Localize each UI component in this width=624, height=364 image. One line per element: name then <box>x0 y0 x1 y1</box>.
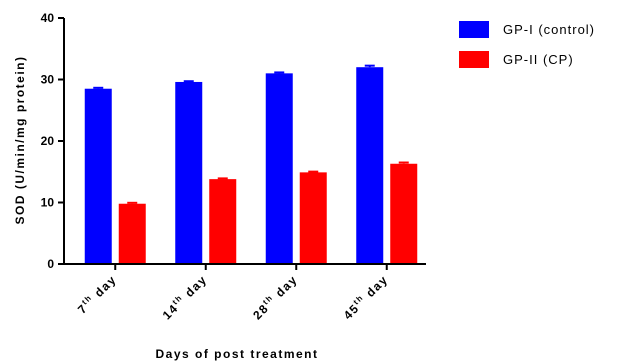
bar-gp2-1 <box>209 179 237 264</box>
bar-gp1-0 <box>84 88 112 264</box>
y-tick-label: 0 <box>47 257 54 271</box>
error-bars-group <box>93 64 409 204</box>
bar-gp1-2 <box>265 73 293 264</box>
y-tick-label: 30 <box>41 73 55 87</box>
x-tick-label: 7th day <box>74 272 119 317</box>
bar-gp1-1 <box>175 81 203 265</box>
x-tick-suffix: day <box>360 272 391 303</box>
x-tick-label: 14th day <box>159 272 210 323</box>
y-ticks-group: 0 10 20 30 40 <box>41 11 64 271</box>
bar-gp2-3 <box>390 163 418 264</box>
legend-swatch-gp2 <box>459 51 489 68</box>
x-axis-title: Days of post treatment <box>155 347 318 361</box>
x-tick-label: 28th day <box>250 272 301 323</box>
y-tick-label: 40 <box>41 11 55 25</box>
bar-gp2-0 <box>118 203 146 264</box>
x-ticks-group: 7th day 14th day 28th day 45th day <box>74 264 391 323</box>
bar-gp1-3 <box>356 67 384 264</box>
y-tick-label: 20 <box>41 134 55 148</box>
x-tick-suffix: day <box>269 272 300 303</box>
x-tick-label: 45th day <box>340 272 391 323</box>
y-tick-label: 10 <box>41 196 55 210</box>
x-tick-suffix: day <box>88 272 119 303</box>
legend-label-gp2: GP-II (CP) <box>503 52 574 67</box>
bars-group <box>84 67 418 265</box>
x-tick-suffix: day <box>179 272 210 303</box>
bar-gp2-2 <box>299 172 327 264</box>
legend: GP-I (control) GP-II (CP) <box>459 21 595 68</box>
legend-label-gp1: GP-I (control) <box>503 22 595 37</box>
y-axis-title: SOD (U/min/mg protein) <box>13 56 27 225</box>
legend-swatch-gp1 <box>459 21 489 38</box>
